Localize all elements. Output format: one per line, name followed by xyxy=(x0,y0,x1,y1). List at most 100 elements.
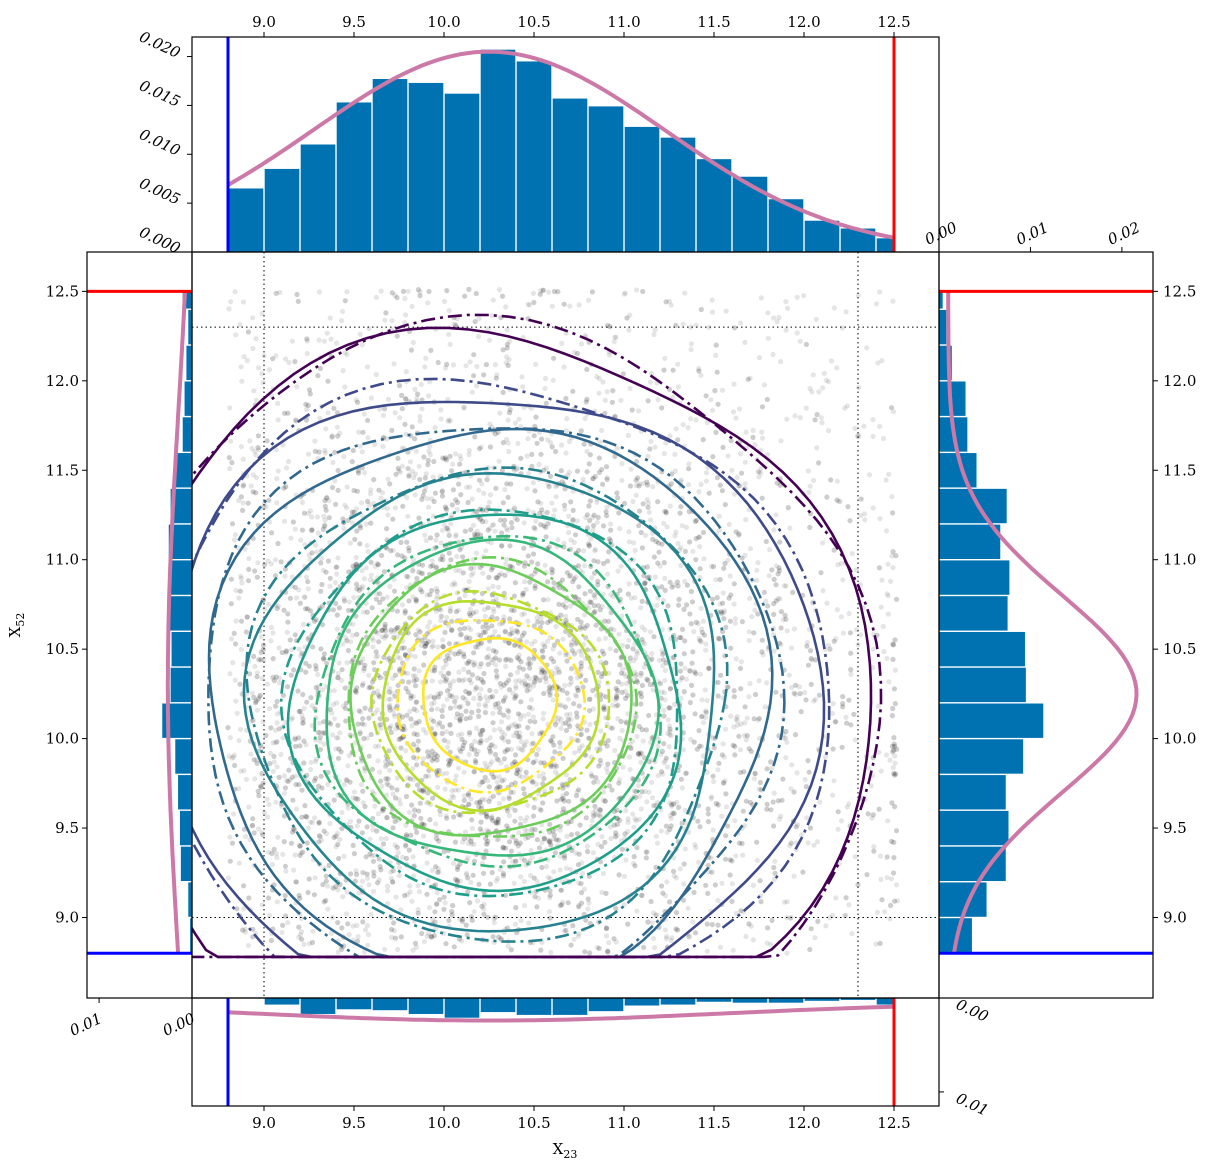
top-y-tick-label: 0.015 xyxy=(137,76,184,110)
left-bar xyxy=(168,524,192,560)
bottom-bar xyxy=(840,998,876,1000)
left-bar xyxy=(178,775,192,810)
contour-dashdot-2 xyxy=(347,555,639,838)
left-marginal-panel: 0.01 0.009.09.510.010.511.011.512.012.5 xyxy=(46,251,198,1040)
top-bar xyxy=(876,238,894,252)
top-bar xyxy=(264,168,300,252)
bottom-bar xyxy=(588,998,624,1012)
bottom-bar xyxy=(876,998,894,1005)
left-y-tick-label: 12.0 xyxy=(46,372,79,390)
left-y-tick-label: 10.0 xyxy=(46,730,79,748)
bottom-bar xyxy=(300,998,336,1014)
contour-solid-8 xyxy=(192,326,873,959)
left-y-tick-label: 12.5 xyxy=(46,282,79,300)
right-x-tick-label: 0.02 xyxy=(1105,218,1143,248)
contour-dashdot-6 xyxy=(207,427,786,959)
left-bar xyxy=(169,596,192,631)
top-x-tick-label: 10.5 xyxy=(517,13,550,31)
bottom-bar xyxy=(444,998,480,1018)
right-y-tick-label: 9.0 xyxy=(1163,908,1187,926)
bottom-bar xyxy=(408,998,444,1014)
right-bar xyxy=(939,292,943,309)
left-bar xyxy=(188,309,192,345)
bottom-bar xyxy=(552,998,588,1015)
top-bar xyxy=(444,93,480,252)
contour-dashdot-4 xyxy=(279,508,679,898)
left-bar xyxy=(170,560,192,595)
top-bar xyxy=(408,82,444,252)
top-bar xyxy=(660,137,696,252)
top-x-tick-label: 10.0 xyxy=(427,13,460,31)
y-axis-label: X52 xyxy=(6,613,27,638)
bottom-bar xyxy=(264,998,300,1005)
main-plot-area xyxy=(192,252,939,998)
bottom-x-tick-label: 11.0 xyxy=(607,1114,640,1132)
right-bar xyxy=(939,739,1024,774)
top-bar xyxy=(588,106,624,252)
bottom-bar xyxy=(624,998,660,1006)
top-bar xyxy=(552,98,588,252)
left-kde-curve xyxy=(165,291,187,954)
bottom-bar xyxy=(516,998,552,1015)
left-x-tick-label: 0.01 xyxy=(67,1009,105,1039)
left-bar xyxy=(184,381,192,416)
left-y-tick-label: 9.5 xyxy=(55,819,79,837)
right-marginal-panel: 0.00 0.01 0.02 9.0 9.5 10.0 10.5 11.0 11.5 12.0 12… xyxy=(922,218,1196,999)
left-bar xyxy=(175,739,192,774)
right-kde-curve xyxy=(946,291,1139,954)
right-y-tick-label: 11.5 xyxy=(1163,461,1196,479)
contour-solid-5 xyxy=(242,471,716,933)
top-bar xyxy=(696,159,732,252)
contour-solid-0 xyxy=(422,636,559,773)
left-plot-area xyxy=(87,289,192,955)
top-kde-curve xyxy=(226,49,895,240)
left-bar xyxy=(170,488,192,524)
right-bar xyxy=(939,775,1006,810)
top-plot-area xyxy=(226,37,896,252)
right-bar xyxy=(939,596,1008,631)
top-bar xyxy=(480,49,516,252)
right-bar xyxy=(939,309,947,345)
left-bar xyxy=(186,345,192,381)
left-bar xyxy=(179,810,192,846)
top-x-tick-label: 12.0 xyxy=(787,13,820,31)
bottom-marginal-panel: 9.0 9.5 10.0 10.5 11.0 11.5 12.0 12.5 0.00 0.01 xyxy=(191,995,992,1132)
top-bar xyxy=(732,176,768,252)
bottom-x-tick-label: 10.5 xyxy=(517,1114,550,1132)
bottom-bar xyxy=(660,998,696,1005)
right-y-tick-label: 10.0 xyxy=(1163,730,1196,748)
contour-solid-1 xyxy=(381,599,601,812)
right-y-tick-label: 9.5 xyxy=(1163,819,1187,837)
top-y-tick-label: 0.020 xyxy=(137,28,184,63)
bottom-x-tick-label: 11.5 xyxy=(697,1114,730,1132)
right-bar xyxy=(939,631,1025,667)
top-x-tick-label: 11.0 xyxy=(607,13,640,31)
left-bar xyxy=(190,918,192,953)
right-bar xyxy=(939,846,1006,882)
contour-solid-3 xyxy=(325,538,661,857)
top-bar xyxy=(372,79,408,252)
right-bar xyxy=(939,560,1010,595)
bottom-kde-curve xyxy=(227,1004,895,1023)
top-x-tick-label: 12.5 xyxy=(877,13,910,31)
top-y-tick-label: 0.005 xyxy=(137,174,184,208)
bottom-bar xyxy=(732,998,768,1003)
contour-solid-2 xyxy=(349,562,633,837)
top-bar xyxy=(300,144,336,252)
left-bar xyxy=(188,882,192,917)
bottom-bar xyxy=(768,998,804,1003)
right-bar xyxy=(939,667,1026,703)
bottom-x-tick-label: 12.0 xyxy=(787,1114,820,1132)
bottom-bar xyxy=(372,998,408,1011)
contour-dashdot-0 xyxy=(396,619,586,794)
right-y-tick-label: 10.5 xyxy=(1163,640,1196,658)
top-bar xyxy=(804,220,840,252)
bottom-x-tick-label: 9.0 xyxy=(252,1114,276,1132)
top-bar xyxy=(840,228,876,252)
contour-dashdot-5 xyxy=(245,466,729,943)
scatter-points xyxy=(225,286,901,956)
bottom-x-tick-label: 9.5 xyxy=(342,1114,366,1132)
bottom-bar xyxy=(336,998,372,1010)
left-y-tick-label: 9.0 xyxy=(55,908,79,926)
